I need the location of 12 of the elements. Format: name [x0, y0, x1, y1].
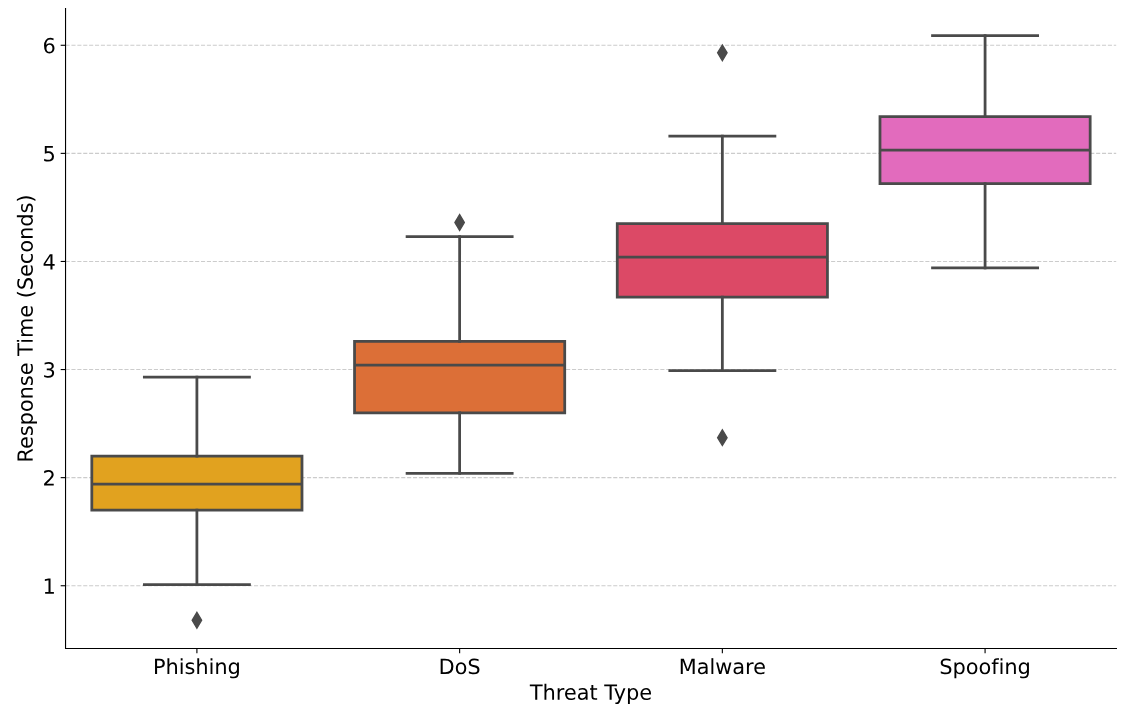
y-tick-label: 3	[44, 362, 55, 378]
x-tick-label: DoS	[440, 658, 480, 675]
y-tick-label: 2	[44, 470, 54, 486]
y-axis-title: Response Time (Seconds)	[16, 196, 38, 461]
x-tick-label: Malware	[680, 658, 765, 675]
x-tick-label: Spoofing	[940, 658, 1029, 679]
y-tick-label: 5	[44, 146, 54, 162]
y-tick-label: 1	[44, 578, 54, 594]
x-tick-label: Phishing	[155, 658, 239, 679]
y-tick-label: 6	[44, 37, 55, 54]
y-tick-label: 4	[43, 254, 55, 270]
x-axis-title: Threat Type	[529, 683, 651, 705]
